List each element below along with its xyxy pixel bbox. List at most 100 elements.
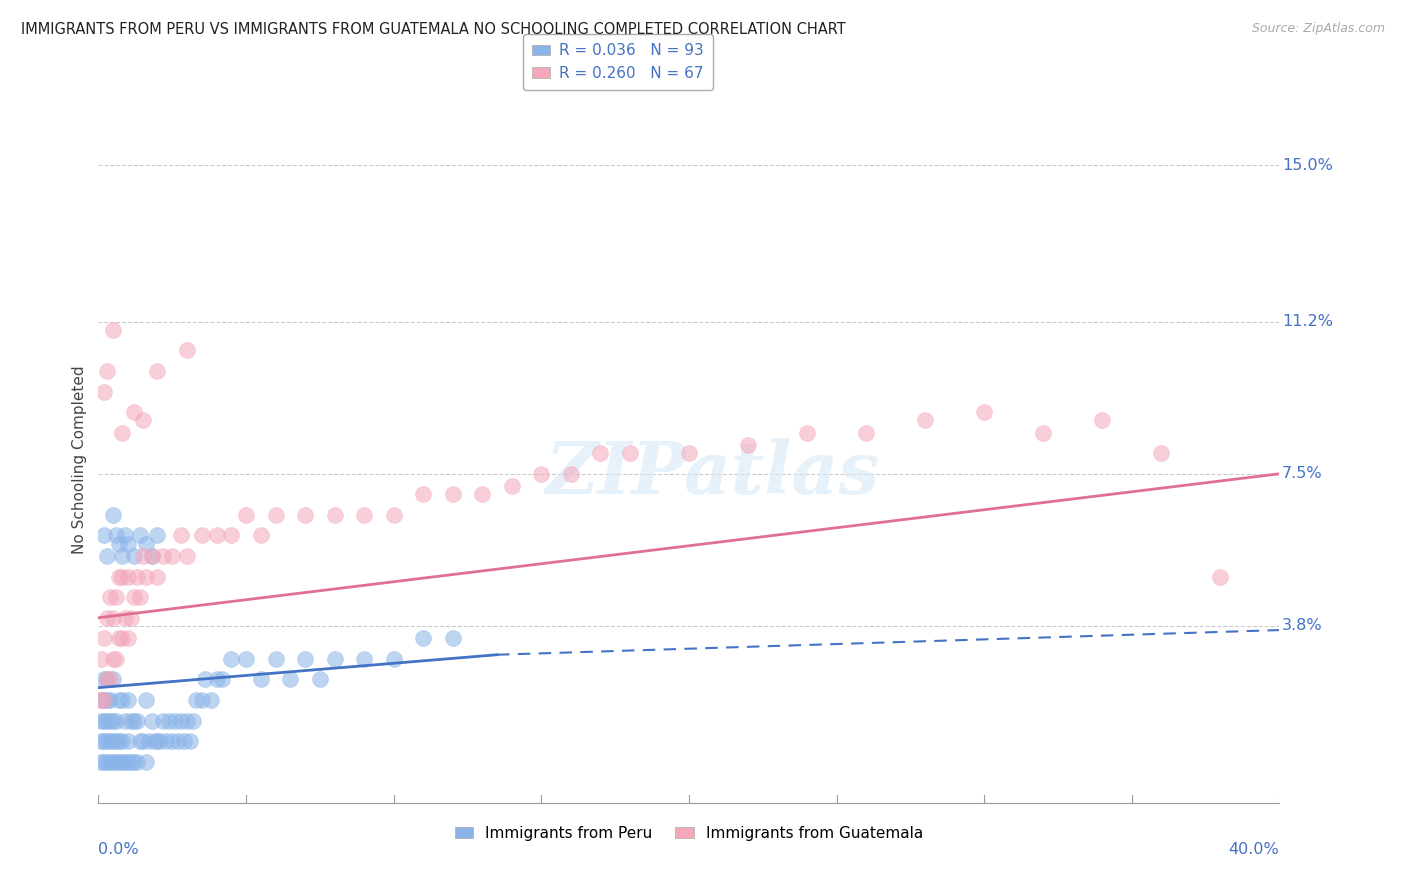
- Point: [90, 755, 112, 769]
- Text: 11.2%: 11.2%: [1282, 314, 1333, 329]
- Point: [179, 734, 201, 748]
- Point: [176, 343, 198, 358]
- Point: [176, 549, 198, 563]
- Point: [103, 673, 125, 687]
- Text: 7.5%: 7.5%: [1282, 467, 1323, 482]
- Point: [105, 755, 128, 769]
- Point: [122, 405, 145, 419]
- Point: [98, 714, 121, 728]
- Point: [117, 734, 139, 748]
- Point: [294, 652, 316, 666]
- Point: [108, 569, 131, 583]
- Point: [117, 693, 139, 707]
- Point: [90, 693, 112, 707]
- Point: [122, 549, 145, 563]
- Point: [108, 755, 131, 769]
- Point: [103, 755, 125, 769]
- Point: [93, 734, 115, 748]
- Point: [294, 508, 316, 522]
- Text: 3.8%: 3.8%: [1282, 618, 1323, 633]
- Point: [146, 364, 169, 378]
- Point: [117, 569, 139, 583]
- Point: [103, 323, 125, 337]
- Point: [103, 714, 125, 728]
- Point: [914, 413, 936, 427]
- Point: [96, 549, 118, 563]
- Point: [250, 673, 273, 687]
- Point: [93, 693, 115, 707]
- Text: IMMIGRANTS FROM PERU VS IMMIGRANTS FROM GUATEMALA NO SCHOOLING COMPLETED CORRELA: IMMIGRANTS FROM PERU VS IMMIGRANTS FROM …: [21, 22, 846, 37]
- Point: [128, 528, 150, 542]
- Point: [173, 734, 195, 748]
- Point: [105, 734, 128, 748]
- Point: [132, 413, 155, 427]
- Point: [122, 714, 145, 728]
- Point: [114, 528, 136, 542]
- Point: [117, 755, 139, 769]
- Point: [157, 714, 180, 728]
- Point: [103, 508, 125, 522]
- Point: [235, 508, 257, 522]
- Point: [211, 673, 233, 687]
- Point: [141, 549, 163, 563]
- Point: [114, 755, 136, 769]
- Point: [105, 590, 128, 604]
- Point: [138, 734, 160, 748]
- Text: 15.0%: 15.0%: [1282, 158, 1333, 173]
- Point: [103, 734, 125, 748]
- Point: [737, 438, 759, 452]
- Point: [146, 569, 169, 583]
- Point: [184, 693, 207, 707]
- Point: [141, 549, 163, 563]
- Point: [93, 384, 115, 399]
- Point: [111, 734, 134, 748]
- Point: [146, 528, 169, 542]
- Point: [143, 734, 166, 748]
- Point: [323, 652, 346, 666]
- Point: [117, 537, 139, 551]
- Point: [146, 734, 169, 748]
- Point: [128, 590, 150, 604]
- Point: [96, 734, 118, 748]
- Point: [96, 364, 118, 378]
- Point: [114, 611, 136, 625]
- Point: [323, 508, 346, 522]
- Point: [98, 755, 121, 769]
- Point: [170, 528, 193, 542]
- Point: [135, 693, 157, 707]
- Point: [125, 714, 148, 728]
- Point: [108, 693, 131, 707]
- Point: [382, 508, 405, 522]
- Text: 0.0%: 0.0%: [98, 842, 139, 856]
- Point: [221, 528, 243, 542]
- Point: [120, 755, 142, 769]
- Point: [441, 632, 464, 646]
- Point: [114, 714, 136, 728]
- Point: [162, 734, 183, 748]
- Point: [205, 528, 228, 542]
- Point: [93, 528, 115, 542]
- Point: [264, 508, 287, 522]
- Point: [1209, 569, 1232, 583]
- Point: [108, 537, 131, 551]
- Point: [111, 549, 134, 563]
- Point: [90, 714, 112, 728]
- Point: [191, 528, 214, 542]
- Legend: Immigrants from Peru, Immigrants from Guatemala: Immigrants from Peru, Immigrants from Gu…: [449, 820, 929, 847]
- Point: [200, 693, 222, 707]
- Point: [353, 652, 375, 666]
- Point: [135, 537, 157, 551]
- Point: [93, 693, 115, 707]
- Point: [205, 673, 228, 687]
- Point: [165, 714, 187, 728]
- Point: [96, 611, 118, 625]
- Point: [855, 425, 877, 440]
- Point: [117, 632, 139, 646]
- Point: [125, 569, 148, 583]
- Point: [90, 693, 112, 707]
- Point: [170, 714, 193, 728]
- Point: [98, 590, 121, 604]
- Point: [108, 734, 131, 748]
- Point: [501, 479, 523, 493]
- Point: [132, 549, 155, 563]
